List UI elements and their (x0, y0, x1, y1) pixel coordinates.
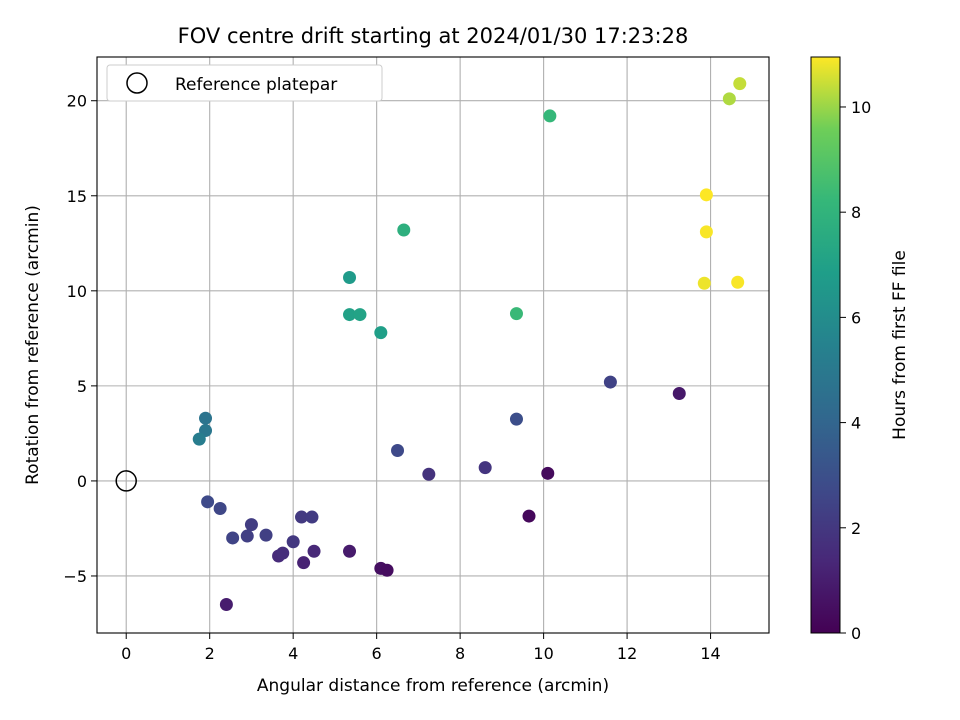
data-point (297, 556, 311, 570)
data-point (543, 109, 557, 123)
y-tick-label: 5 (77, 377, 87, 396)
data-point (259, 528, 273, 542)
plot-frame (96, 56, 770, 634)
y-tick-label: 0 (77, 472, 87, 491)
data-point (353, 308, 367, 322)
x-tick-label: 6 (372, 644, 382, 663)
grid-lines (97, 57, 769, 633)
data-point (295, 510, 309, 524)
data-point (397, 223, 411, 237)
x-axis-label: Angular distance from reference (arcmin) (257, 676, 609, 696)
x-tick-label: 12 (617, 644, 637, 663)
data-point (213, 501, 227, 515)
data-point (199, 411, 213, 425)
colorbar-tick-label: 6 (851, 308, 861, 327)
data-point (380, 563, 394, 577)
y-axis-ticks: −5 0 5 10 15 20 (63, 92, 97, 586)
data-point (240, 529, 254, 543)
data-point (541, 466, 555, 480)
colorbar-tick-label: 8 (851, 203, 861, 222)
data-point (509, 412, 523, 426)
colorbar-label: Hours from first FF file (890, 250, 910, 440)
data-point (374, 326, 388, 340)
data-point (244, 518, 258, 532)
x-tick-label: 4 (288, 644, 298, 663)
data-point (509, 307, 523, 321)
data-point (478, 461, 492, 475)
data-point (697, 276, 711, 290)
y-tick-label: 20 (67, 92, 87, 111)
colorbar-tick-label: 2 (851, 519, 861, 538)
data-point (603, 375, 617, 389)
data-point (343, 308, 357, 322)
data-point (219, 597, 233, 611)
y-tick-label: 15 (67, 187, 87, 206)
data-point (343, 544, 357, 558)
data-point (391, 444, 405, 458)
data-point (286, 535, 300, 549)
colorbar-tick-label: 0 (851, 624, 861, 643)
x-tick-label: 10 (533, 644, 553, 663)
data-point (731, 275, 745, 289)
data-point (699, 188, 713, 202)
data-point (422, 467, 436, 481)
legend: Reference platepar (106, 64, 383, 102)
x-tick-label: 14 (700, 644, 720, 663)
colorbar-gradient (810, 56, 841, 634)
colorbar-tick-label: 4 (851, 414, 861, 433)
chart-title: FOV centre drift starting at 2024/01/30 … (178, 24, 689, 48)
data-point (672, 386, 686, 400)
data-point (699, 225, 713, 239)
data-point (305, 510, 319, 524)
x-tick-label: 0 (121, 644, 131, 663)
y-axis-label: Rotation from reference (arcmin) (23, 205, 43, 485)
y-tick-label: −5 (63, 567, 87, 586)
colorbar-ticks: 0 2 4 6 8 10 (840, 98, 871, 643)
legend-marker-icon (126, 72, 148, 94)
data-point (307, 544, 321, 558)
data-point (722, 92, 736, 106)
x-axis-ticks: 0 2 4 6 8 10 12 14 (121, 633, 721, 663)
data-point (733, 77, 747, 91)
x-tick-label: 8 (455, 644, 465, 663)
data-point (226, 531, 240, 545)
data-points (192, 77, 747, 611)
colorbar-tick-label: 10 (851, 98, 871, 117)
data-point (192, 432, 206, 446)
data-point (201, 495, 215, 509)
legend-box (106, 64, 383, 102)
reference-platepar-marker (115, 470, 137, 492)
data-point (522, 509, 536, 523)
legend-label: Reference platepar (175, 75, 337, 95)
data-point (343, 271, 357, 285)
y-tick-label: 10 (67, 282, 87, 301)
x-tick-label: 2 (205, 644, 215, 663)
colorbar: 0 2 4 6 8 10 Hours from first FF file (810, 56, 910, 643)
data-point (276, 546, 290, 560)
